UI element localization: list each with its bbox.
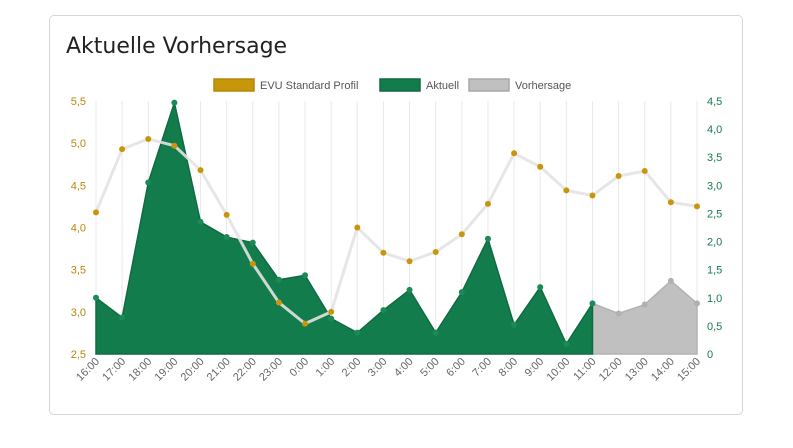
series-standard-line xyxy=(94,137,698,326)
standard-point xyxy=(432,248,439,255)
card-title: Aktuelle Vorhersage xyxy=(66,34,288,59)
actual-point xyxy=(432,329,439,336)
standard-point xyxy=(484,200,491,207)
actual-point xyxy=(249,239,256,246)
x-axis-tick: 6:00 xyxy=(444,356,468,380)
actual-point xyxy=(563,340,570,347)
right-axis-tick: 3,0 xyxy=(707,180,722,192)
left-axis-tick: 4,5 xyxy=(71,180,86,192)
actual-point xyxy=(197,218,204,225)
standard-point xyxy=(615,173,622,180)
forecast-point xyxy=(641,301,648,308)
actual-point xyxy=(93,294,99,301)
actual-point xyxy=(171,99,178,106)
standard-point xyxy=(406,258,413,265)
x-axis-tick: 13:00 xyxy=(623,356,651,384)
series-actual-area xyxy=(95,99,594,355)
standard-point xyxy=(354,224,361,231)
x-axis-tick: 14:00 xyxy=(649,356,677,384)
forecast-point xyxy=(694,300,700,307)
actual-point xyxy=(511,321,518,328)
actual-point xyxy=(484,235,491,242)
x-axis-tick: 0:00 xyxy=(288,356,312,380)
actual-point xyxy=(223,234,230,241)
series-forecast-area xyxy=(591,279,698,355)
standard-point xyxy=(380,249,387,256)
standard-point xyxy=(328,308,335,315)
standard-point xyxy=(302,320,309,327)
standard-point xyxy=(511,150,518,157)
standard-point xyxy=(667,199,674,206)
actual-point xyxy=(275,276,282,283)
x-axis-tick: 18:00 xyxy=(126,356,154,384)
right-axis-tick: 0,5 xyxy=(707,321,722,333)
legend-label: EVU Standard Profil xyxy=(260,80,358,92)
left-axis-tick: 4,0 xyxy=(71,223,86,235)
standard-point xyxy=(119,146,126,153)
right-axis-tick: 4,0 xyxy=(707,124,722,136)
standard-point xyxy=(249,260,256,267)
actual-point xyxy=(328,315,335,322)
right-axis-tick: 1,0 xyxy=(707,293,722,305)
right-axis-tick: 1,5 xyxy=(707,265,722,277)
actual-point xyxy=(406,286,413,293)
x-axis-tick: 21:00 xyxy=(205,356,233,384)
left-axis-tick: 3,0 xyxy=(71,307,86,319)
x-axis-tick: 19:00 xyxy=(153,356,181,384)
standard-point xyxy=(275,299,282,306)
left-axis-tick: 2,5 xyxy=(71,349,86,361)
legend-label: Aktuell xyxy=(426,80,459,92)
left-axis-tick: 5,5 xyxy=(71,96,86,108)
actual-point xyxy=(145,179,152,186)
x-axis-tick: 9:00 xyxy=(523,356,547,380)
x-axis-tick: 22:00 xyxy=(231,356,259,384)
standard-point xyxy=(93,209,99,216)
actual-point xyxy=(119,314,126,321)
legend-swatch xyxy=(379,78,421,92)
x-axis-tick: 2:00 xyxy=(340,356,364,380)
actual-point xyxy=(537,284,544,291)
standard-point xyxy=(171,142,178,149)
actual-point xyxy=(380,307,387,314)
standard-point xyxy=(458,231,465,238)
standard-point xyxy=(197,167,204,174)
legend-swatch xyxy=(213,78,255,92)
forecast-point xyxy=(667,277,674,284)
actual-point xyxy=(458,289,465,296)
standard-point xyxy=(537,163,544,170)
x-axis-tick: 17:00 xyxy=(100,356,128,384)
standard-point xyxy=(589,192,596,199)
standard-point xyxy=(223,211,230,218)
x-axis-tick: 11:00 xyxy=(571,356,598,383)
right-axis-tick: 4,5 xyxy=(707,96,722,108)
right-axis-tick: 0 xyxy=(707,349,713,361)
actual-point xyxy=(589,300,596,307)
standard-point xyxy=(641,167,648,174)
standard-point xyxy=(145,135,152,142)
left-axis-tick: 5,0 xyxy=(71,138,86,150)
right-axis-tick: 3,5 xyxy=(707,152,722,164)
x-axis-tick: 23:00 xyxy=(257,356,285,384)
x-axis-tick: 5:00 xyxy=(418,356,442,380)
x-axis-tick: 15:00 xyxy=(675,356,703,384)
x-axis-tick: 7:00 xyxy=(470,356,494,380)
right-axis-tick: 2,0 xyxy=(707,237,722,249)
x-axis-tick: 3:00 xyxy=(366,356,390,380)
standard-point xyxy=(563,187,570,194)
x-axis-tick: 4:00 xyxy=(392,356,416,380)
legend-label: Vorhersage xyxy=(515,80,571,92)
standard-point xyxy=(694,203,700,210)
actual-point xyxy=(302,272,309,279)
left-axis-tick: 3,5 xyxy=(71,265,86,277)
x-axis-tick: 20:00 xyxy=(179,356,207,384)
forecast-point xyxy=(615,310,622,317)
x-axis-tick: 1:00 xyxy=(314,356,338,380)
x-axis-tick: 12:00 xyxy=(597,356,625,384)
right-axis-tick: 2,5 xyxy=(707,208,722,220)
x-axis-tick: 10:00 xyxy=(545,356,573,384)
actual-point xyxy=(354,329,361,336)
x-axis-tick: 8:00 xyxy=(497,356,521,380)
legend-swatch xyxy=(468,78,510,92)
